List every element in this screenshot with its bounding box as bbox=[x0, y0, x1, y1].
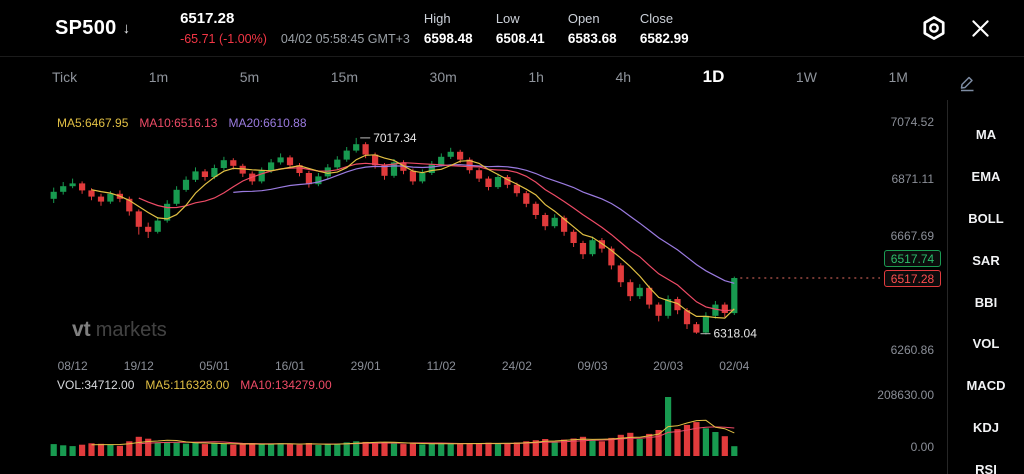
stat-low-label: Low bbox=[495, 10, 520, 26]
price-chart-canvas[interactable]: 7017.34 6318.04 bbox=[45, 112, 880, 357]
indicator-vol[interactable]: VOL bbox=[948, 323, 1024, 365]
symbol-name: SP500 bbox=[55, 16, 117, 39]
stat-close: Close 6582.99 bbox=[640, 11, 696, 46]
tab-30min[interactable]: 30m bbox=[429, 69, 457, 85]
indicator-kdj[interactable]: KDJ bbox=[948, 407, 1024, 449]
chart-area: MA5:6467.95 MA10:6516.13 MA20:6610.88 70… bbox=[0, 57, 947, 474]
x-axis-label: 24/02 bbox=[501, 359, 532, 373]
last-price-badge: 6517.28 bbox=[884, 269, 941, 287]
price-down-arrow-icon: ↓ bbox=[122, 19, 131, 37]
indicator-boll[interactable]: BOLL bbox=[948, 198, 1024, 240]
price-change: -65.71 (-1.00%) bbox=[180, 32, 267, 46]
settings-gear-icon[interactable] bbox=[921, 15, 947, 41]
ohlc-stats: High 6598.48 Low 6508.41 Open 6583.68 Cl… bbox=[424, 11, 696, 46]
stat-open-label: Open bbox=[567, 10, 600, 26]
y-axis-label: 7074.52 bbox=[890, 114, 934, 129]
y-axis-label: 6871.11 bbox=[891, 171, 935, 186]
symbol-block[interactable]: SP500 ↓ bbox=[55, 17, 130, 40]
tab-5min[interactable]: 5m bbox=[239, 69, 260, 85]
vol-ma10-line bbox=[138, 426, 735, 445]
vol-value-legend: VOL:34712.00 bbox=[57, 378, 135, 392]
tab-1d[interactable]: 1D bbox=[702, 67, 725, 86]
indicator-ema[interactable]: EMA bbox=[948, 156, 1024, 198]
chart-header: SP500 ↓ 6517.28 -65.71 (-1.00%) 04/02 05… bbox=[0, 0, 1024, 57]
volume-axis-min: 0.00 bbox=[910, 440, 934, 454]
indicator-macd[interactable]: MACD bbox=[948, 365, 1024, 407]
x-axis-label: 08/12 bbox=[57, 359, 88, 373]
stat-high-value: 6598.48 bbox=[423, 30, 473, 46]
x-axis-label: 11/02 bbox=[426, 359, 456, 373]
indicator-ma[interactable]: MA bbox=[948, 114, 1024, 156]
ma20-legend: MA20:6610.88 bbox=[228, 116, 307, 130]
tab-4h[interactable]: 4h bbox=[615, 69, 632, 85]
stat-close-label: Close bbox=[639, 10, 674, 26]
vt-markets-watermark: vt markets bbox=[72, 318, 167, 342]
quote-timestamp: 04/02 05:58:45 GMT+3 bbox=[280, 32, 410, 46]
tab-tick[interactable]: Tick bbox=[52, 69, 78, 85]
x-axis-label: 19/12 bbox=[123, 359, 154, 373]
close-icon[interactable] bbox=[971, 19, 990, 38]
price-annotation: 6318.04 bbox=[714, 327, 758, 341]
tab-1min[interactable]: 1m bbox=[148, 69, 169, 85]
tab-1h[interactable]: 1h bbox=[528, 69, 544, 85]
stat-open: Open 6583.68 bbox=[568, 11, 624, 46]
y-axis-label: 6667.69 bbox=[890, 228, 934, 243]
volume-legend: VOL:34712.00 MA5:116328.00 MA10:134279.0… bbox=[57, 378, 332, 392]
tab-1mo[interactable]: 1M bbox=[888, 69, 908, 85]
stat-high-label: High bbox=[423, 10, 451, 26]
last-price: 6517.28 bbox=[180, 10, 235, 27]
vol-ma10-legend: MA10:134279.00 bbox=[240, 378, 332, 392]
x-axis-label: 29/01 bbox=[350, 359, 381, 373]
ask-price-badge: 6517.74 bbox=[884, 249, 941, 267]
stat-close-value: 6582.99 bbox=[639, 30, 689, 46]
tab-1w[interactable]: 1W bbox=[795, 69, 817, 85]
ma10-legend: MA10:6516.13 bbox=[139, 116, 218, 130]
x-axis-label: 16/01 bbox=[275, 359, 306, 373]
volume-chart-canvas[interactable] bbox=[45, 394, 880, 456]
price-annotation: 7017.34 bbox=[373, 131, 417, 145]
indicator-sar[interactable]: SAR bbox=[948, 239, 1024, 281]
indicator-bbi[interactable]: BBI bbox=[948, 281, 1024, 323]
stat-high: High 6598.48 bbox=[424, 11, 480, 46]
stat-open-value: 6583.68 bbox=[567, 30, 617, 46]
ma5-line bbox=[91, 154, 735, 319]
draw-pencil-icon[interactable] bbox=[958, 74, 976, 95]
indicator-rsi[interactable]: RSI bbox=[948, 448, 1024, 474]
x-axis-label: 05/01 bbox=[199, 359, 230, 373]
ma5-legend: MA5:6467.95 bbox=[57, 116, 129, 130]
volume-axis-max: 208630.00 bbox=[877, 388, 934, 402]
tab-15min[interactable]: 15m bbox=[330, 69, 358, 85]
stat-low: Low 6508.41 bbox=[496, 11, 552, 46]
timeframe-tabs: Tick 1m 5m 15m 30m 1h 4h 1D 1W 1M bbox=[52, 62, 908, 92]
stat-low-value: 6508.41 bbox=[495, 30, 545, 46]
price-block: 6517.28 -65.71 (-1.00%) 04/02 05:58:45 G… bbox=[180, 10, 410, 46]
vol-ma5-legend: MA5:116328.00 bbox=[145, 378, 230, 392]
y-axis-label: 6260.86 bbox=[890, 342, 934, 357]
watermark-bold: vt bbox=[72, 318, 91, 341]
ma10-line bbox=[138, 162, 735, 312]
watermark-light: markets bbox=[95, 319, 167, 341]
vol-ma5-line bbox=[91, 419, 735, 446]
indicator-sidebar: MA EMA BOLL SAR BBI VOL MACD KDJ RSI bbox=[947, 100, 1024, 474]
x-axis-label: 20/03 bbox=[653, 359, 684, 373]
ma-legend: MA5:6467.95 MA10:6516.13 MA20:6610.88 bbox=[57, 116, 307, 130]
x-axis-label: 02/04 bbox=[719, 359, 750, 373]
x-axis-label: 09/03 bbox=[577, 359, 608, 373]
